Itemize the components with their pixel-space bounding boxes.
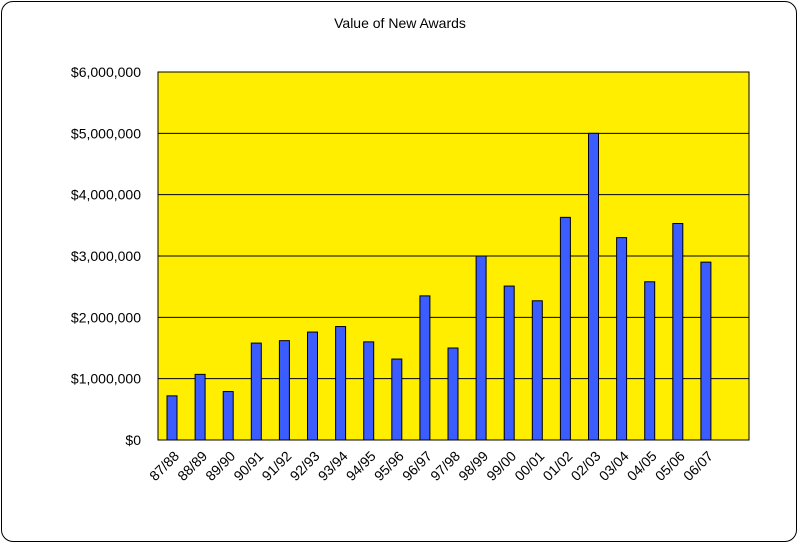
x-tick-label: 02/03 [568,448,604,484]
bar [475,255,487,441]
x-tick-label: 89/90 [202,448,238,484]
x-tick-label: 90/91 [230,448,266,484]
x-tick-label: 92/93 [287,448,323,484]
x-tick-label: 87/88 [146,448,182,484]
y-tick-label: $3,000,000 [71,248,141,264]
x-tick-label: 06/07 [680,448,716,484]
bar [335,326,347,441]
bar [278,340,290,441]
x-tick-label: 03/04 [596,448,632,484]
x-tick-label: 93/94 [315,448,351,484]
bar [503,285,515,441]
x-tick-label: 94/95 [343,448,379,484]
bar [531,300,543,441]
bar [447,347,459,441]
bar [419,295,431,441]
y-tick-label: $4,000,000 [71,187,141,203]
y-axis-ticks: $0 $1,000,000 $2,000,000 $3,000,000 $4,000,0… [71,64,141,448]
bar [391,358,403,441]
x-tick-label: 98/99 [455,448,491,484]
bar [644,281,656,441]
bars [166,132,712,441]
bar [363,341,375,441]
y-tick-label: $2,000,000 [71,309,141,325]
bar [672,222,684,441]
bar [307,331,318,441]
x-tick-label: 05/06 [652,448,688,484]
bar [616,237,628,441]
bar [194,373,206,441]
x-tick-label: 95/96 [371,448,407,484]
chart-title: Value of New Awards [334,15,466,31]
x-tick-label: 96/97 [399,448,435,484]
x-tick-label: 97/98 [427,448,463,484]
y-tick-label: $0 [125,432,141,448]
bar [250,342,262,441]
bar [700,261,712,441]
bar [222,391,234,441]
x-axis-ticks: 87/8888/8989/9090/9191/9292/9393/9494/95… [146,448,716,484]
y-tick-label: $5,000,000 [71,125,141,141]
x-tick-label: 01/02 [539,448,575,484]
y-tick-label: $6,000,000 [71,64,141,80]
y-tick-label: $1,000,000 [71,371,141,387]
bar [559,216,571,441]
x-tick-label: 88/89 [174,448,210,484]
x-tick-label: 00/01 [511,448,547,484]
bar [588,132,599,441]
x-tick-label: 91/92 [258,448,294,484]
x-tick-label: 99/00 [483,448,519,484]
x-tick-label: 04/05 [624,448,660,484]
bar [166,395,178,441]
